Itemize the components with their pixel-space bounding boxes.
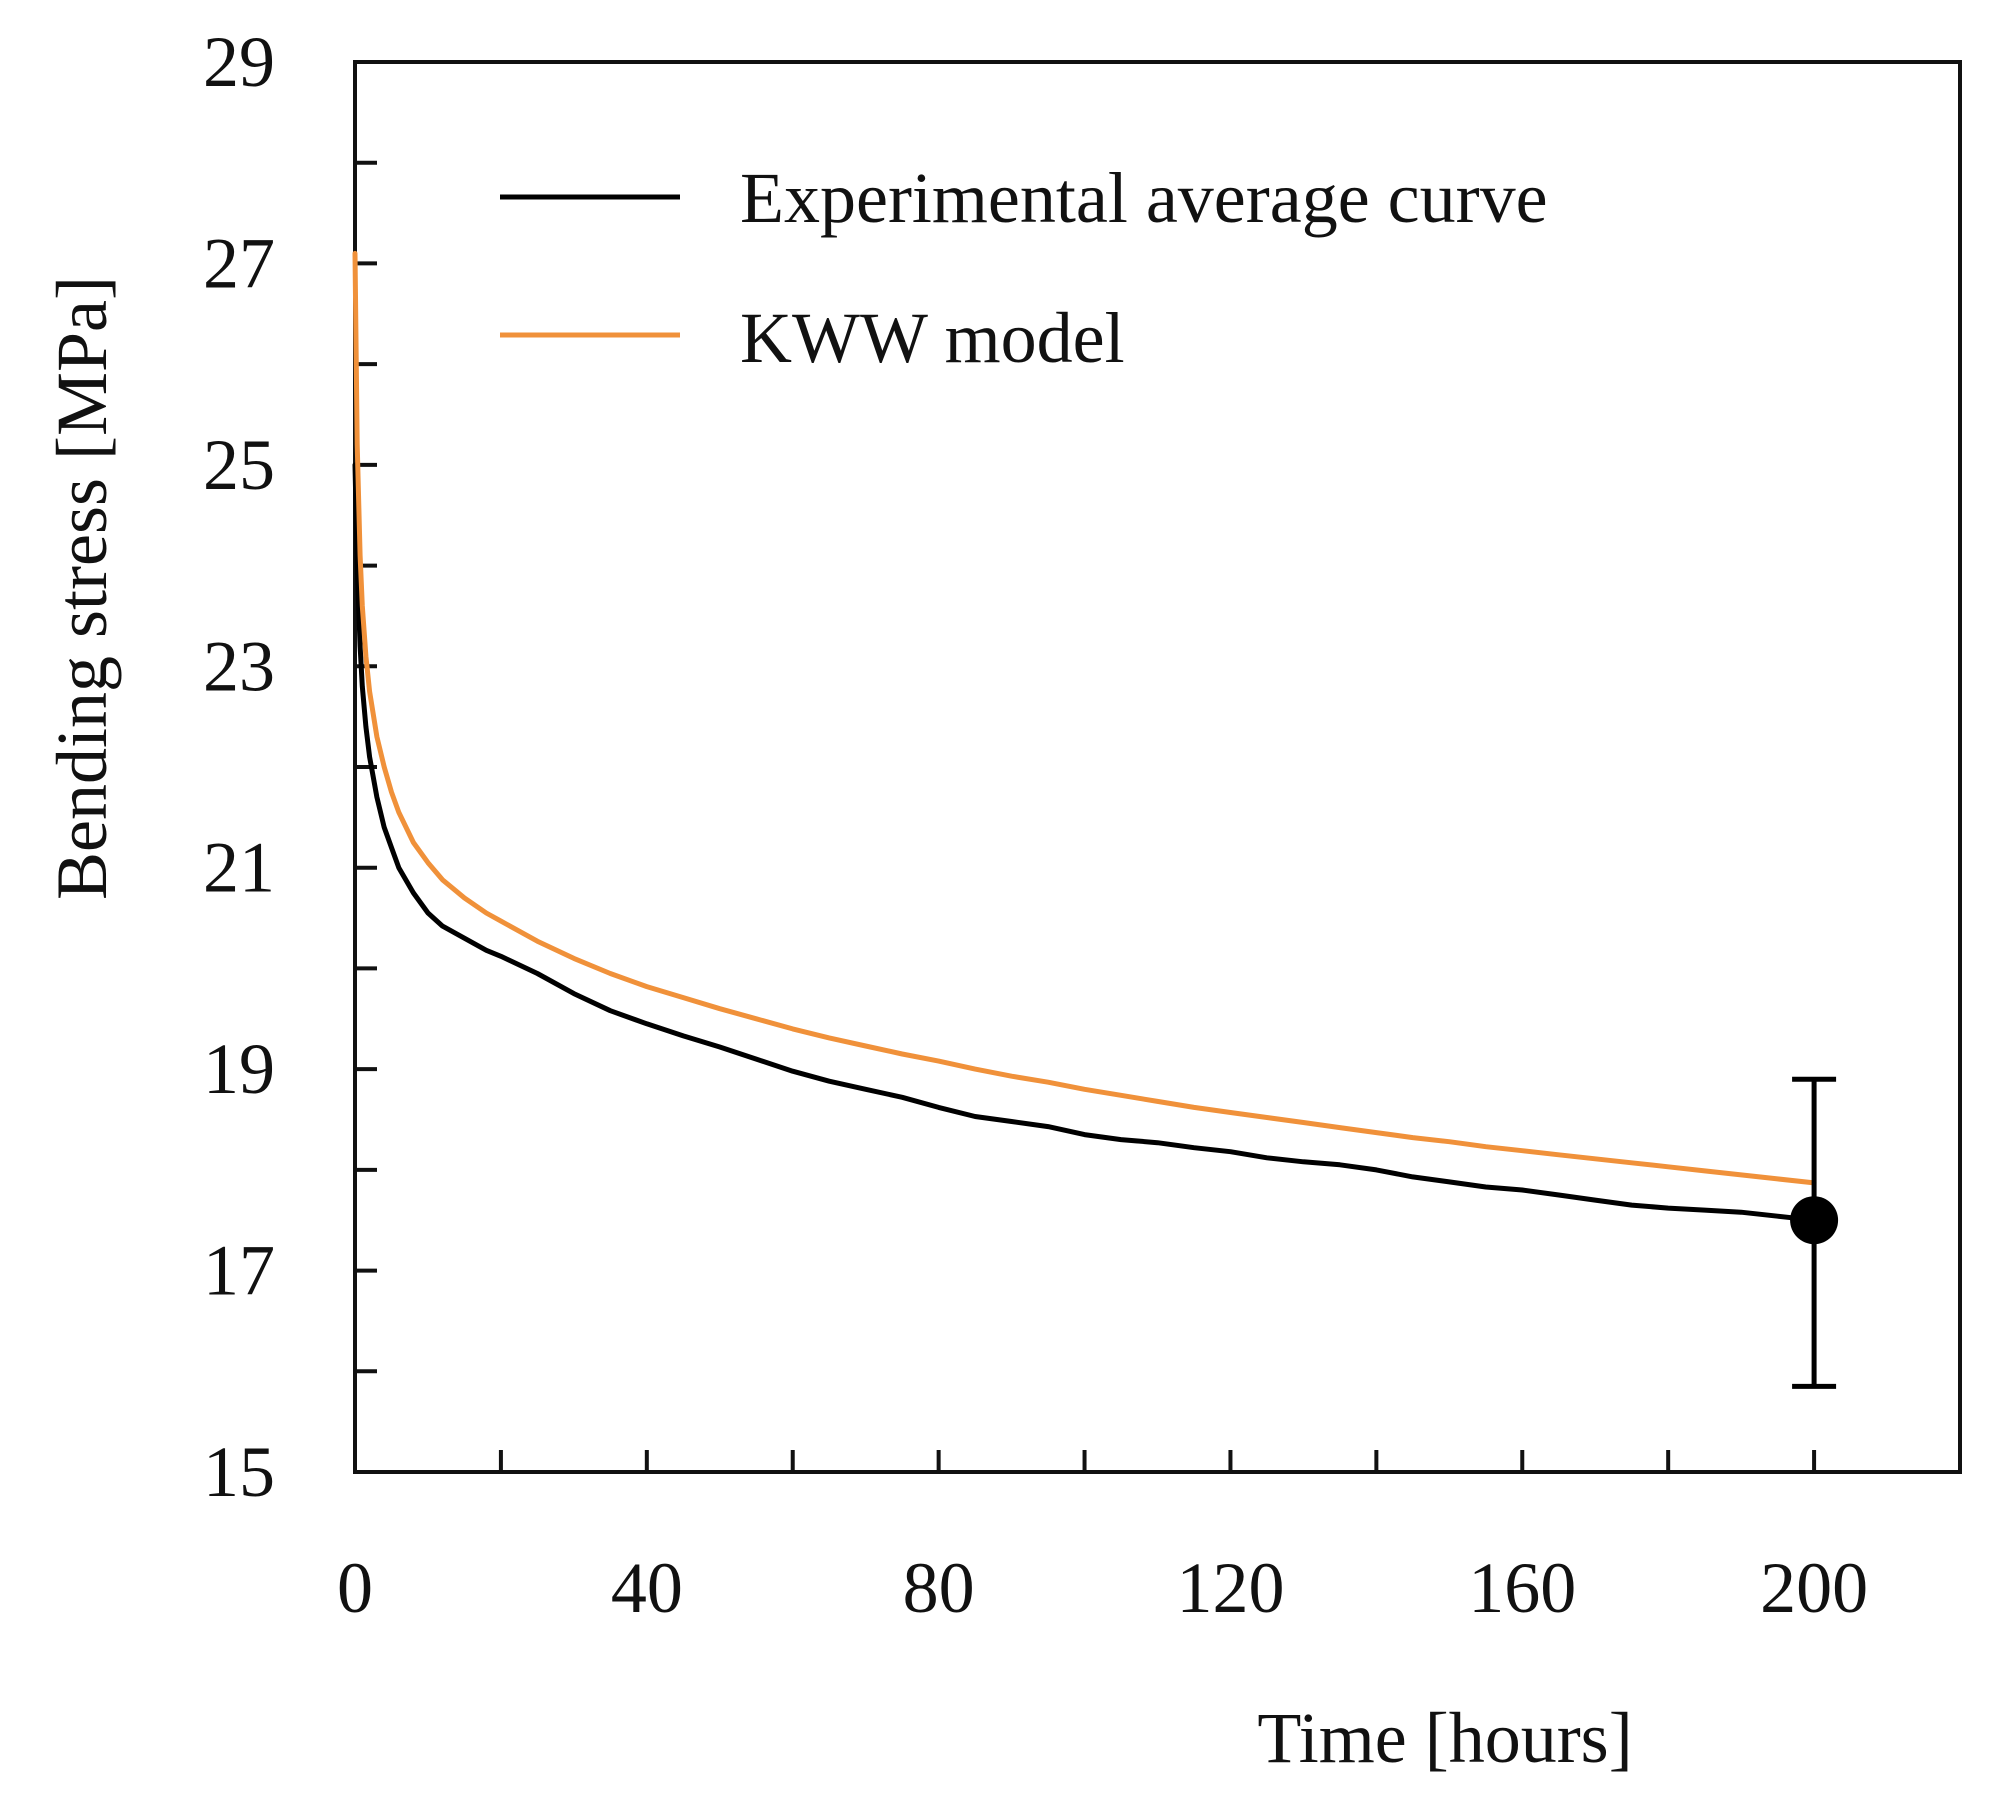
- plot-area-frame: [353, 60, 1962, 1474]
- legend-label-kww: KWW model: [740, 298, 1125, 378]
- y-tick-label: 15: [203, 1432, 275, 1512]
- major-ticks: [353, 60, 1817, 1474]
- y-tick-label: 19: [203, 1029, 275, 1109]
- final-data-point-marker: [1790, 1196, 1839, 1245]
- legend: Experimental average curve KWW model: [500, 158, 1548, 378]
- x-tick-label: 40: [611, 1548, 683, 1628]
- x-axis-label: Time [hours]: [1257, 1698, 1632, 1778]
- legend-label-experimental: Experimental average curve: [740, 158, 1548, 238]
- series-line-experimental: [352, 462, 1817, 1223]
- x-tick-labels: 0 40 80 120 160 200: [337, 1548, 1868, 1628]
- x-tick-label: 160: [1468, 1548, 1576, 1628]
- x-tick-label: 0: [337, 1548, 373, 1628]
- y-tick-label: 29: [203, 22, 275, 102]
- y-tick-label: 27: [203, 223, 275, 303]
- y-tick-labels: 15 17 19 21 23 25 27 29: [203, 22, 275, 1512]
- y-tick-label: 21: [203, 828, 275, 908]
- y-tick-label: 23: [203, 626, 275, 706]
- x-tick-label: 200: [1760, 1548, 1868, 1628]
- y-axis-label: Bending stress [MPa]: [42, 276, 122, 900]
- x-tick-label: 80: [903, 1548, 975, 1628]
- y-tick-label: 25: [203, 425, 275, 505]
- y-tick-label: 17: [203, 1231, 275, 1311]
- series-line-kww: [352, 250, 1817, 1186]
- x-tick-label: 120: [1176, 1548, 1284, 1628]
- series-layer: [352, 250, 1817, 1223]
- marker-layer: [1790, 1076, 1839, 1389]
